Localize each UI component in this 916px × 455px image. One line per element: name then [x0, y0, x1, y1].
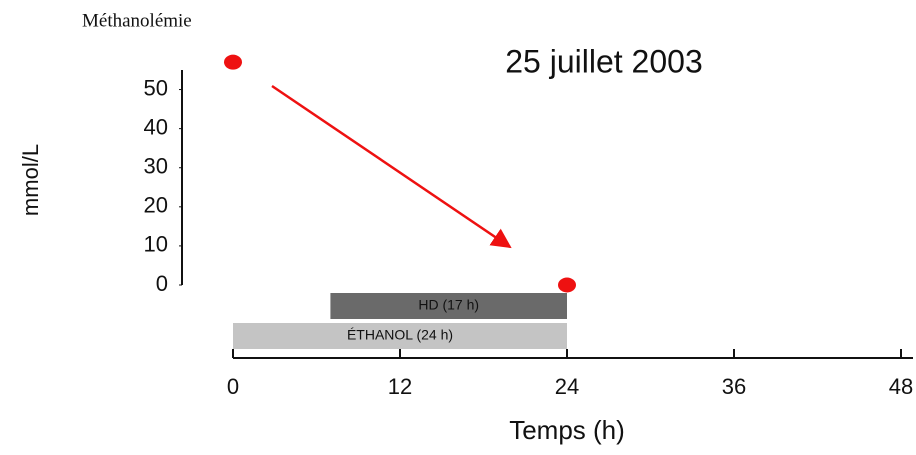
y-tick-label: 50 — [144, 75, 168, 100]
x-tick-label: 0 — [227, 374, 239, 399]
y-tick-label: 20 — [144, 193, 168, 218]
treatment-label: ÉTHANOL (24 h) — [347, 327, 453, 343]
x-tick-label: 24 — [555, 374, 579, 399]
x-axis-label: Temps (h) — [509, 415, 625, 445]
x-tick-label: 48 — [889, 374, 913, 399]
x-tick-label: 36 — [722, 374, 746, 399]
chart-title: Méthanolémie — [82, 10, 192, 31]
treatment-bar — [233, 323, 567, 349]
treatment-label: HD (17 h) — [418, 297, 479, 313]
trend-arrow — [271, 84, 512, 249]
y-tick-label: 30 — [144, 154, 168, 179]
y-tick-label: 0 — [156, 271, 168, 296]
y-tick-label: 10 — [144, 232, 168, 257]
treatment-bar — [330, 293, 567, 319]
y-axis-label: mmol/L — [18, 144, 43, 216]
y-tick-label: 40 — [144, 114, 168, 139]
data-point — [558, 277, 576, 293]
chart-subtitle: 25 juillet 2003 — [505, 43, 702, 79]
data-point — [224, 54, 242, 70]
x-tick-label: 12 — [388, 374, 412, 399]
